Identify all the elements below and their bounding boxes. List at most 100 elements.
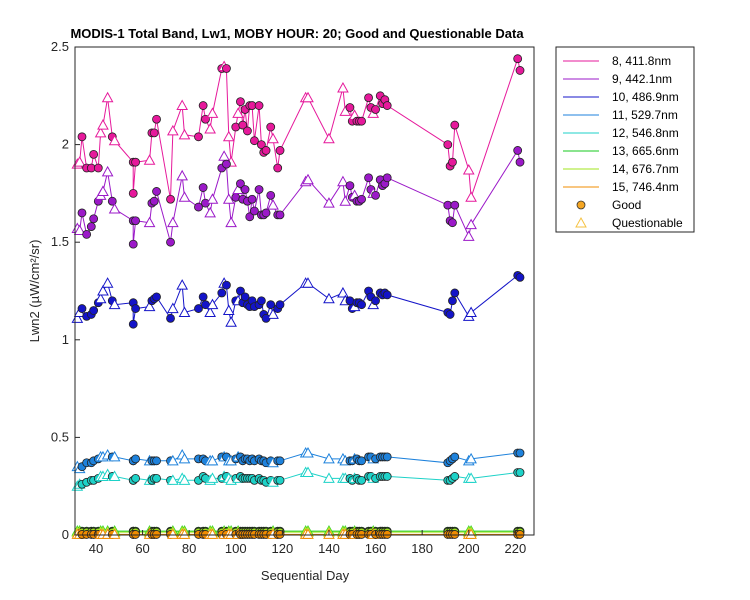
y-tick-label: 2.5 (51, 39, 69, 54)
good-point (382, 290, 392, 300)
good-point (250, 136, 259, 146)
good-point (515, 448, 525, 458)
x-axis: 40 60 80 100 120 140 160 180 200 220 (89, 530, 526, 556)
plot-frame (74, 46, 535, 536)
good-point (382, 530, 392, 539)
good-point (198, 183, 208, 192)
good-point (131, 530, 140, 539)
good-point (515, 530, 525, 539)
good-point (513, 146, 523, 155)
questionable-point (97, 284, 109, 296)
good-point (515, 157, 525, 167)
good-point (450, 452, 460, 462)
questionable-point (167, 454, 179, 466)
questionable-point (323, 197, 335, 208)
good-point (166, 237, 175, 247)
good-point (222, 280, 231, 290)
x-tick-label: 40 (89, 541, 103, 556)
good-point (128, 239, 138, 249)
good-point (131, 454, 140, 464)
legend-label: 13, 665.6nm (612, 144, 679, 158)
questionable-point (462, 163, 475, 175)
good-point (194, 132, 203, 142)
good-point (357, 300, 366, 310)
questionable-point (323, 132, 335, 144)
legend-label: 11, 529.7nm (612, 108, 678, 122)
good-point (382, 173, 392, 183)
questionable-point (167, 124, 179, 136)
questionable-point (108, 450, 121, 462)
questionable-point (167, 302, 179, 314)
questionable-point (302, 466, 314, 478)
good-point (89, 214, 99, 224)
questionable-point (108, 202, 121, 214)
x-tick-label: 140 (318, 541, 340, 556)
questionable-point (97, 185, 109, 196)
questionable-point (206, 472, 219, 483)
legend-label: 15, 746.4nm (612, 180, 679, 194)
x-tick-label: 180 (411, 541, 433, 556)
legend-label: 9, 442.1nm (612, 72, 672, 86)
legend-questionable-marker (575, 216, 587, 228)
legend-label: 10, 486.9nm (612, 90, 679, 104)
questionable-point (97, 119, 109, 130)
good-point (256, 296, 266, 306)
good-point (357, 116, 366, 126)
legend-label: 14, 676.7nm (612, 162, 679, 176)
good-point (357, 475, 366, 485)
good-point (82, 229, 92, 239)
good-point (273, 163, 283, 173)
good-point (254, 185, 264, 194)
questionable-point (232, 107, 244, 118)
good-point (89, 306, 99, 315)
good-point (382, 452, 392, 462)
good-point (515, 272, 525, 282)
questionable-point (94, 292, 107, 304)
good-point (77, 132, 87, 142)
questionable-point (465, 472, 477, 483)
good-point (131, 304, 140, 313)
good-point (222, 64, 231, 73)
good-point (445, 310, 455, 319)
good-point (515, 66, 525, 75)
questionable-point (94, 126, 107, 138)
x-tick-label: 100 (225, 541, 247, 556)
questionable-point (206, 193, 219, 204)
good-point (166, 194, 175, 204)
good-point (266, 300, 276, 310)
questionable-point (204, 306, 216, 317)
good-point (450, 288, 460, 298)
x-tick-label: 120 (272, 541, 294, 556)
questionable-point (143, 216, 156, 228)
good-point (443, 140, 453, 150)
good-point (250, 206, 259, 216)
questionable-point (302, 173, 314, 185)
good-point (198, 292, 208, 302)
questionable-point (323, 452, 335, 464)
questionable-point (143, 154, 156, 165)
good-point (275, 146, 285, 155)
good-point (149, 128, 159, 138)
good-point (77, 208, 87, 218)
questionable-point (232, 183, 244, 194)
good-point (515, 468, 525, 477)
good-point (382, 472, 392, 481)
questionable-point (178, 474, 191, 485)
questionable-point (302, 528, 314, 539)
questionable-point (465, 218, 477, 230)
x-tick-label: 80 (182, 541, 196, 556)
questionable-point (302, 446, 314, 458)
good-point (247, 194, 257, 204)
good-point (254, 101, 264, 110)
y-tick-label: 1 (62, 332, 69, 347)
good-point (240, 185, 250, 194)
good-point (275, 210, 285, 220)
good-point (450, 200, 460, 210)
questionable-point (323, 472, 335, 483)
good-point (236, 286, 245, 296)
questionable-point (267, 308, 279, 319)
x-tick-label: 200 (458, 541, 480, 556)
questionable-point (218, 150, 230, 161)
good-point (152, 187, 161, 196)
good-point (131, 473, 140, 483)
